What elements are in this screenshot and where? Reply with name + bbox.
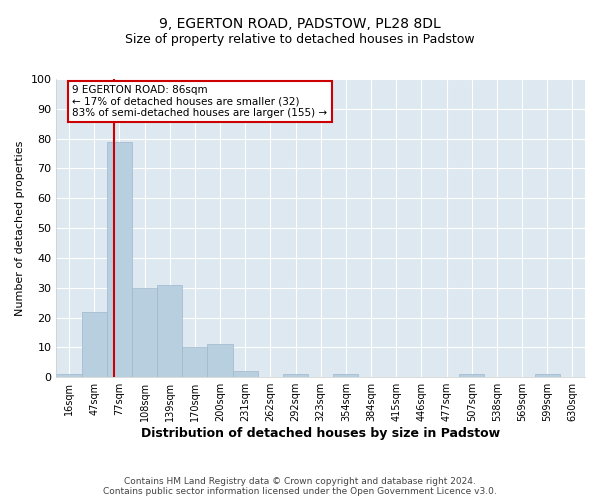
Bar	[132, 288, 157, 377]
Bar	[283, 374, 308, 377]
Text: 9 EGERTON ROAD: 86sqm
← 17% of detached houses are smaller (32)
83% of semi-deta: 9 EGERTON ROAD: 86sqm ← 17% of detached …	[72, 85, 328, 118]
Bar	[157, 285, 182, 377]
X-axis label: Distribution of detached houses by size in Padstow: Distribution of detached houses by size …	[141, 427, 500, 440]
Bar	[82, 312, 107, 377]
Text: Size of property relative to detached houses in Padstow: Size of property relative to detached ho…	[125, 32, 475, 46]
Bar	[535, 374, 560, 377]
Bar	[182, 348, 208, 377]
Bar	[208, 344, 233, 377]
Y-axis label: Number of detached properties: Number of detached properties	[15, 140, 25, 316]
Bar	[233, 371, 258, 377]
Text: Contains public sector information licensed under the Open Government Licence v3: Contains public sector information licen…	[103, 488, 497, 496]
Text: 9, EGERTON ROAD, PADSTOW, PL28 8DL: 9, EGERTON ROAD, PADSTOW, PL28 8DL	[159, 18, 441, 32]
Bar	[56, 374, 82, 377]
Bar	[459, 374, 484, 377]
Bar	[107, 142, 132, 377]
Bar	[333, 374, 358, 377]
Text: Contains HM Land Registry data © Crown copyright and database right 2024.: Contains HM Land Registry data © Crown c…	[124, 478, 476, 486]
